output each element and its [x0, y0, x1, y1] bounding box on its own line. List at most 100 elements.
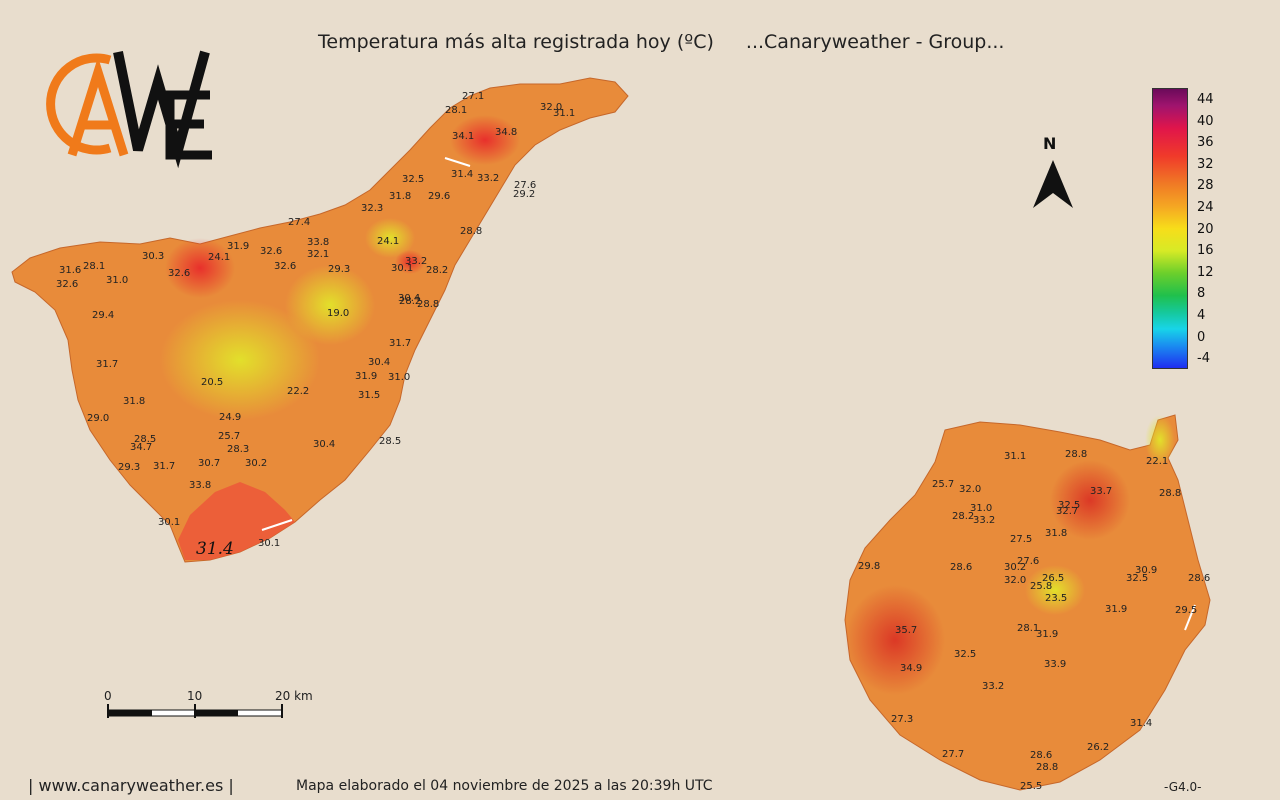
- tenerife-temp-56: 31.7: [153, 461, 175, 472]
- gran-canaria-temp-12: 31.8: [1045, 528, 1067, 539]
- gran-canaria-temp-33: 33.2: [982, 681, 1004, 692]
- legend-label-5: 24: [1197, 200, 1214, 215]
- gran-canaria-temp-5: 33.7: [1090, 486, 1112, 497]
- title-main: Temperatura más alta registrada hoy (ºC): [318, 31, 714, 53]
- tenerife-temp-1: 28.1: [445, 105, 467, 116]
- legend-label-10: 4: [1197, 308, 1206, 323]
- gran-canaria-island: [844, 414, 1211, 791]
- gran-canaria-temp-4: 32.0: [959, 484, 981, 495]
- tenerife-temp-36: 29.4: [92, 310, 114, 321]
- tenerife-temp-27: 28.2: [426, 265, 448, 276]
- tenerife-temp-47: 29.0: [87, 413, 109, 424]
- tenerife-temp-31: 31.0: [106, 275, 128, 286]
- tenerife-temp-10: 32.5: [402, 174, 424, 185]
- gran-canaria-temp-22: 32.5: [1126, 573, 1148, 584]
- tenerife-temp-0: 27.1: [462, 91, 484, 102]
- tenerife-temp-48: 24.9: [219, 412, 241, 423]
- tenerife-temp-53: 30.4: [313, 439, 335, 450]
- legend-label-2: 36: [1197, 135, 1214, 151]
- tenerife-temp-2: 32.0: [540, 102, 562, 113]
- tenerife-temp-17: 24.1: [377, 236, 399, 247]
- tenerife-temp-26: 30.1: [391, 263, 413, 274]
- gran-canaria-temp-6: 28.8: [1159, 488, 1181, 499]
- tenerife-temp-19: 32.6: [260, 246, 282, 257]
- tenerife-temp-11: 31.8: [389, 191, 411, 202]
- tenerife-temp-25: 29.3: [328, 264, 350, 275]
- gran-canaria-temp-10: 28.2: [952, 511, 974, 522]
- tenerife-temp-12: 29.6: [428, 191, 450, 202]
- gran-canaria-temp-3: 25.7: [932, 479, 954, 490]
- tenerife-temp-13: 32.3: [361, 203, 383, 214]
- tenerife-temp-18: 31.9: [227, 241, 249, 252]
- tenerife-temp-61: 30.1: [258, 538, 280, 549]
- legend-label-12: -4: [1197, 351, 1210, 367]
- gran-canaria-temperatures: 31.1 28.8 22.1 25.7 32.0 33.7 28.8 32.5 31.0 32.7…: [858, 449, 1210, 792]
- scale-bar: [107, 704, 283, 718]
- gran-canaria-temp-27: 28.1: [1017, 623, 1039, 634]
- tenerife-temp-4: 34.1: [452, 131, 474, 142]
- legend-label-0: 44: [1197, 92, 1214, 107]
- tenerife-temp-44: 22.2: [287, 386, 309, 397]
- tenerife-temp-34: 28.2: [399, 296, 421, 307]
- legend-label-1: 40: [1197, 113, 1214, 129]
- gran-canaria-temp-35: 31.4: [1130, 718, 1152, 729]
- footer-code: -G4.0-: [1164, 780, 1202, 794]
- tenerife-temp-42: 31.0: [388, 372, 410, 383]
- gran-canaria-temp-0: 31.1: [1004, 451, 1026, 462]
- gran-canaria-temp-17: 29.8: [858, 561, 880, 572]
- gran-canaria-temp-37: 27.7: [942, 749, 964, 760]
- tenerife-temp-35: 28.8: [417, 299, 439, 310]
- gran-canaria-temp-11: 33.2: [973, 515, 995, 526]
- gran-canaria-temp-18: 30.9: [1135, 565, 1157, 576]
- gran-canaria-temp-8: 31.0: [970, 503, 992, 514]
- gran-canaria-temp-30: 32.5: [954, 649, 976, 660]
- gran-canaria-temp-21: 26.5: [1042, 573, 1064, 584]
- tenerife-temp-49: 25.7: [218, 431, 240, 442]
- gran-canaria-temp-20: 32.0: [1004, 575, 1026, 586]
- tenerife-temp-21: 30.3: [142, 251, 164, 262]
- tenerife-highlight-temp: 31.4: [196, 539, 234, 559]
- tenerife-temp-29: 28.1: [83, 261, 105, 272]
- tenerife-temp-23: 33.2: [405, 256, 427, 267]
- gran-canaria-temp-19: 28.6: [1188, 573, 1210, 584]
- tenerife-temp-59: 33.8: [189, 480, 211, 491]
- legend-label-7: 16: [1197, 243, 1214, 259]
- temperature-legend: [1152, 88, 1188, 369]
- tenerife-temp-55: 29.3: [118, 462, 140, 473]
- tenerife-temp-60: 30.1: [158, 517, 180, 528]
- tenerife-temp-3: 31.1: [553, 108, 575, 119]
- tenerife-temp-43: 20.5: [201, 377, 223, 388]
- tenerife-temp-32: 32.6: [56, 279, 78, 290]
- tenerife-temp-14: 27.4: [288, 217, 310, 228]
- tenerife-temp-46: 31.8: [123, 396, 145, 407]
- gran-canaria-temp-34: 27.3: [891, 714, 913, 725]
- tenerife-temperatures: 27.1 28.1 32.031.1 34.1 34.8 31.4 33.2 27.629.2…: [56, 91, 575, 549]
- gran-canaria-temp-36: 26.2: [1087, 742, 1109, 753]
- gran-canaria-temp-15: 30.2: [1004, 562, 1026, 573]
- tenerife-temp-52: 28.3: [227, 444, 249, 455]
- legend-label-4: 28: [1197, 178, 1214, 194]
- tenerife-temp-9: 29.2: [513, 189, 535, 200]
- tenerife-temp-33: 30.4: [398, 293, 420, 304]
- gran-canaria-temp-13: 27.5: [1010, 534, 1032, 545]
- legend-label-9: 8: [1197, 286, 1206, 302]
- gran-canaria-temp-28: 35.7: [895, 625, 917, 636]
- title-group: ...Canaryweather - Group...: [745, 31, 1005, 53]
- tenerife-temp-45: 31.5: [358, 390, 380, 401]
- legend-label-3: 32: [1197, 156, 1214, 172]
- tenerife-temp-30: 32.6: [168, 268, 190, 279]
- tenerife-temp-50: 28.5: [134, 434, 156, 445]
- scale-label-20: 20 km: [275, 689, 313, 703]
- tenerife-temp-15: 28.8: [460, 226, 482, 237]
- gran-canaria-temp-39: 28.8: [1036, 762, 1058, 773]
- footer-url[interactable]: | www.canaryweather.es |: [28, 776, 234, 795]
- tenerife-temp-58: 30.2: [245, 458, 267, 469]
- gran-canaria-temp-31: 33.9: [1044, 659, 1066, 670]
- canaryweather-logo: [46, 50, 212, 169]
- gran-canaria-temp-2: 22.1: [1146, 456, 1168, 467]
- tenerife-temp-28: 31.6: [59, 265, 81, 276]
- tenerife-temp-7: 33.2: [477, 173, 499, 184]
- scale-label-10: 10: [187, 689, 203, 703]
- tenerife-temp-24: 32.6: [274, 261, 296, 272]
